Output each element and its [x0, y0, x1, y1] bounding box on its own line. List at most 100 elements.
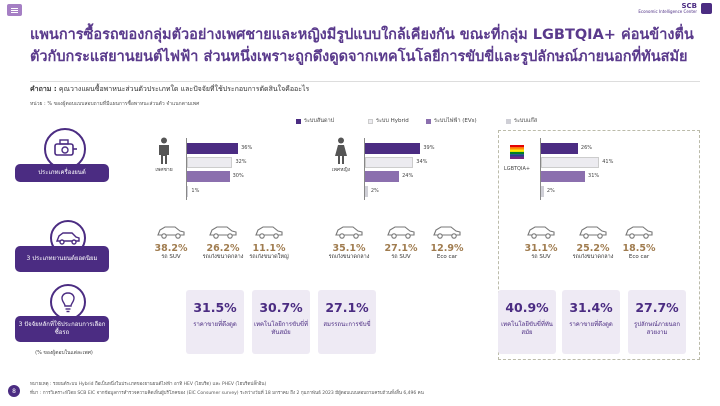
car-icon [326, 224, 372, 243]
factor-name: สมรรถนะการขับขี่ [323, 321, 371, 328]
car-icon [246, 224, 292, 243]
car-share: 35.1% [332, 243, 366, 254]
bar-value-label: 32% [235, 159, 247, 165]
legend-gas: ระบบแก๊ส [506, 116, 537, 126]
bar-2 [365, 171, 400, 182]
factor-share: 31.4% [569, 300, 613, 315]
question: คำถาม : คุณวางแผนซื้อพาหนะส่วนตัวประเภทใ… [30, 84, 309, 95]
car-type-name: รถเก๋งขนาดกลาง [202, 254, 244, 260]
car-icon [424, 224, 470, 243]
legend-swatch [426, 118, 431, 124]
legend-label: ระบบไฟฟ้า (EVs) [434, 118, 477, 124]
factor-card: 40.9% เทคโนโลยีขับขี่ที่ทันสมัย [498, 290, 556, 354]
bar-value-label: 2% [546, 188, 555, 194]
bar-1 [365, 157, 414, 168]
engine-icon [44, 128, 86, 170]
factor-name: ราคาขายที่ดึงดูด [193, 321, 237, 328]
car-type-item: 18.5% Eco car [616, 224, 662, 261]
female-icon [335, 137, 347, 164]
row-label-factors: 3 ปัจจัยหลักที่ใช้ประกอบการเลือกซื้อรถ [15, 316, 109, 342]
car-share: 38.2% [154, 243, 188, 254]
bar-2 [187, 171, 230, 182]
group-label-lgbtqia: LGBTQIA+ [503, 166, 531, 172]
car-icon [200, 224, 246, 243]
car-icon [518, 224, 564, 243]
male-icon [159, 137, 169, 164]
row-label-popular: 3 ประเภทยานยนต์ยอดนิยม [15, 246, 109, 272]
bar-value-label: 36% [241, 145, 253, 151]
divider [30, 81, 700, 82]
source-note: ที่มา : การวิเคราะห์โดย SCB EIC จากข้อมู… [30, 391, 424, 396]
logo-subtitle: Economic Intelligence Center [638, 9, 697, 14]
legend-swatch [296, 118, 301, 124]
factor-card: 31.5% ราคาขายที่ดึงดูด [186, 290, 244, 354]
car-type-item: 31.1% รถ SUV [518, 224, 564, 261]
car-type-name: รถเก๋งขนาดกลาง [328, 254, 370, 260]
bar-value-label: 34% [416, 159, 428, 165]
car-type-name: Eco car [436, 254, 458, 260]
car-share: 31.1% [524, 243, 558, 254]
rainbow-flag-icon [510, 145, 524, 159]
bar-3 [541, 186, 544, 197]
car-type-name: รถ SUV [161, 254, 181, 260]
car-type-name: Eco car [628, 254, 650, 260]
car-share: 11.1% [252, 243, 286, 254]
legend-ev: ระบบไฟฟ้า (EVs) [426, 116, 477, 126]
factors-note: (% ของผู้ตอบในแต่ละเพศ) [35, 350, 93, 356]
legend-swatch [506, 118, 511, 124]
car-icon [616, 224, 662, 243]
chart-axis [186, 138, 187, 200]
factor-name: ราคาขายที่ดึงดูด [569, 321, 613, 328]
logo-name: SCB [681, 2, 697, 10]
factor-share: 30.7% [259, 300, 303, 315]
bar-value-label: 30% [232, 173, 244, 179]
group-label-female: เพศหญิง [331, 167, 351, 173]
car-icon [570, 224, 616, 243]
car-type-item: 26.2% รถเก๋งขนาดกลาง [200, 224, 246, 261]
car-type-item: 38.2% รถ SUV [148, 224, 194, 261]
footnote: หมายเหตุ : รถยนต์ระบบ Hybrid ถือเป็นหนึ่… [30, 382, 267, 387]
page-number: 8 [8, 385, 20, 397]
factor-card: 27.1% สมรรถนะการขับขี่ [318, 290, 376, 354]
bar-value-label: 31% [588, 173, 600, 179]
lgbtqia-highlight-frame [498, 130, 700, 360]
bar-value-label: 1% [191, 188, 200, 194]
bar-value-label: 24% [402, 173, 414, 179]
factor-card: 30.7% เทคโนโลยีการขับขี่ที่ทันสมัย [252, 290, 310, 354]
legend-swatch [368, 118, 373, 124]
car-type-item: 27.1% รถ SUV [378, 224, 424, 261]
bar-value-label: 26% [580, 145, 593, 151]
legend-combustion: ระบบสันดาป [296, 116, 334, 126]
lightbulb-icon [50, 284, 86, 320]
row-label-engine: ประเภทเครื่องยนต์ [15, 164, 109, 182]
car-type-item: 35.1% รถเก๋งขนาดกลาง [326, 224, 372, 261]
car-share: 12.9% [430, 243, 464, 254]
car-share: 25.2% [576, 243, 610, 254]
legend-label: ระบบแก๊ส [514, 118, 538, 124]
bar-2 [541, 171, 586, 182]
bar-0 [187, 143, 239, 154]
car-type-item: 25.2% รถเก๋งขนาดกลาง [570, 224, 616, 261]
car-icon [378, 224, 424, 243]
bar-3 [365, 186, 368, 197]
factor-name: เทคโนโลยีการขับขี่ที่ทันสมัย [254, 321, 308, 336]
bar-1 [187, 157, 233, 168]
legend-label: ระบบสันดาป [304, 118, 335, 124]
factor-share: 27.1% [325, 300, 369, 315]
unit-note: หน่วย : % ของผู้ตอบแบบสอบถามที่มีแผนการซ… [30, 101, 200, 107]
factor-card: 27.7% รูปลักษณ์ภายนอกสวยงาม [628, 290, 686, 354]
bar-value-label: 41% [602, 159, 614, 165]
group-label-male: เพศชาย [155, 167, 173, 173]
scb-logo: SCB Economic Intelligence Center [638, 3, 712, 14]
slide-title: แพนการซื้อรถของกลุ่มตัวอย่างเพศชายและหญิ… [30, 27, 694, 65]
car-share: 18.5% [622, 243, 656, 254]
bar-1 [541, 157, 600, 168]
car-share: 27.1% [384, 243, 418, 254]
bar-3 [187, 186, 189, 197]
car-type-name: รถเก๋งขนาดกลาง [572, 254, 614, 260]
bar-value-label: 39% [423, 145, 435, 151]
question-prefix: คำถาม : [30, 85, 57, 93]
car-type-name: รถ SUV [531, 254, 551, 260]
factor-card: 31.4% ราคาขายที่ดึงดูด [562, 290, 620, 354]
menu-button[interactable] [7, 4, 22, 16]
